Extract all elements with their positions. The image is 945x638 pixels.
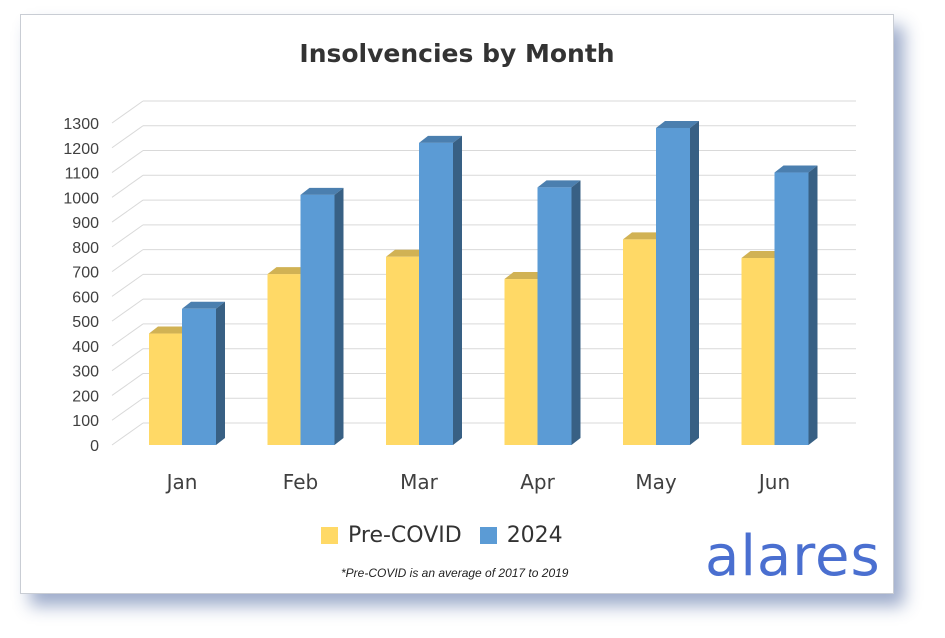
x-tick-label: Apr [520,470,555,494]
bar-top [741,250,785,258]
bar-front [504,279,539,445]
legend-swatch-pre-covid [321,527,338,544]
y-tick-label: 0 [90,438,99,455]
bar-top [656,120,699,128]
x-tick-label: Jan [165,470,198,494]
gridline-depth [111,397,144,421]
bars [149,120,818,446]
gridline-depth [111,348,144,372]
gridline-depth [111,273,144,297]
bar-top [386,249,429,257]
bar-front [741,257,776,445]
y-tick-label: 200 [72,388,99,405]
y-tick-label: 800 [72,240,99,257]
y-tick-label: 1100 [65,166,100,183]
gridline-depth [111,100,144,124]
gridline-depth [111,249,144,273]
bar-top [537,180,581,188]
gridline-depth [111,174,144,198]
bar-side [334,187,344,446]
bar-front [386,256,420,445]
y-tick-label: 400 [72,339,99,356]
gridline-depth [111,373,144,396]
bar [774,165,818,446]
bar-front [656,127,690,445]
bar-top [300,187,344,195]
bar-front [623,239,657,445]
chart-card: 0 100 200 300 400 500 600 700 800 900 1000 1100 1200… [20,14,894,594]
y-tick-label: 1300 [63,116,99,133]
bar-top [267,267,311,275]
gridline-depth [111,323,144,347]
gridline-depth [111,298,144,322]
bar-top [182,301,225,309]
bar-side [690,120,699,445]
bar-top [623,232,666,240]
bar-top [419,135,462,143]
y-axis-ticks: 0 100 200 300 400 500 600 700 800 900 1000 1100 1200… [63,116,99,455]
bar-top [149,326,192,334]
legend-label-pre-covid: Pre-COVID [348,523,462,548]
bar [300,187,344,446]
y-tick-label: 100 [72,413,99,430]
x-axis-ticks: Jan Feb Mar Apr May Jun [165,470,791,494]
bar-front [182,308,216,445]
footnote: *Pre-COVID is an average of 2017 to 2019 [341,566,569,580]
bar-front [267,274,302,445]
bar-top [774,165,818,173]
legend-swatch-2024 [479,527,497,544]
gridline-depth [111,224,144,248]
x-tick-label: Feb [283,470,318,494]
gridlines [111,100,856,446]
y-tick-label: 1200 [63,141,99,158]
gridline-depth [111,199,144,223]
y-tick-label: 700 [72,265,99,282]
bar-side [216,301,225,445]
chart-title: Insolvencies by Month [299,39,615,68]
x-tick-label: Jun [757,470,790,494]
bar [182,301,225,445]
legend-item-pre-covid: Pre-COVID [321,523,462,548]
x-tick-label: Mar [400,470,439,494]
legend-item-2024: 2024 [479,523,563,548]
bar-side [808,165,818,446]
bar-front [537,187,572,445]
legend: Pre-COVID 2024 [321,523,563,548]
y-tick-label: 300 [72,364,99,381]
chart-plot: 0 100 200 300 400 500 600 700 800 900 1000 1100 1200… [63,100,856,494]
bar-side [571,180,581,445]
bar-side [453,135,462,446]
gridline-depth [111,150,144,173]
bar-front [774,172,809,446]
brand-logo: alares [705,524,881,589]
gridline-depth [111,422,144,446]
y-tick-label: 500 [72,314,99,331]
bar-front [419,142,453,446]
y-tick-label: 1000 [63,190,99,207]
x-tick-label: May [635,470,677,494]
bar [419,135,462,446]
gridline-depth [111,125,144,149]
bar-front [149,333,183,445]
legend-label-2024: 2024 [506,523,563,548]
bar [537,180,581,445]
bar-front [300,194,335,445]
y-tick-label: 600 [72,289,99,306]
bar [656,120,699,445]
bar-top [504,272,548,280]
y-tick-label: 900 [72,215,99,232]
